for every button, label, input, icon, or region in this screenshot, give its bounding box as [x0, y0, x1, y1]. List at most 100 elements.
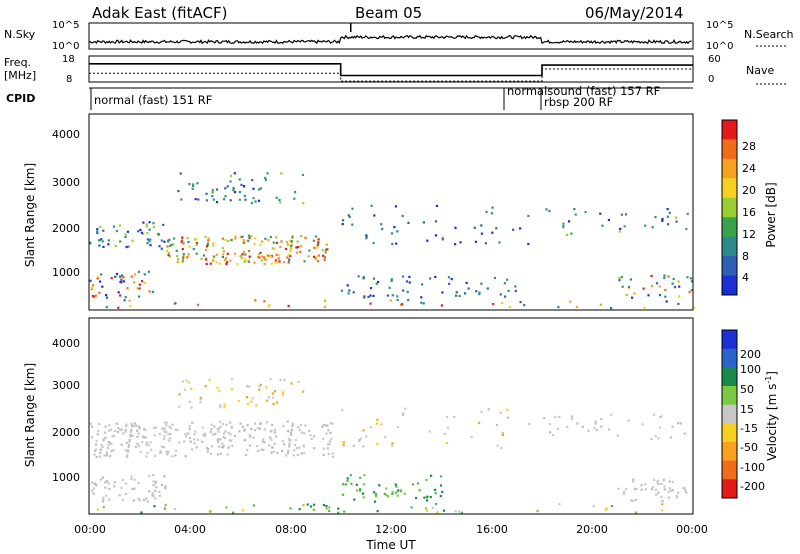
velocity-point — [149, 441, 152, 444]
velocity-point — [660, 415, 663, 418]
power-point — [234, 237, 237, 240]
velocity-point — [89, 422, 92, 425]
velocity-point — [658, 426, 661, 429]
power-point — [293, 197, 296, 200]
power-point — [380, 223, 383, 226]
velocity-point — [138, 425, 141, 428]
power-point — [421, 283, 424, 286]
velocity-point — [373, 500, 377, 503]
power-point — [186, 256, 189, 259]
power-point — [686, 276, 689, 279]
power-point — [264, 176, 267, 179]
power-point — [420, 301, 423, 304]
velocity-point — [154, 426, 157, 429]
velocity-point — [309, 505, 313, 508]
velocity-point — [291, 425, 294, 428]
power-point — [618, 277, 621, 280]
velocity-point — [660, 496, 663, 499]
velocity-point — [201, 440, 204, 443]
power-point — [227, 239, 230, 242]
velocity-point — [507, 416, 510, 419]
power-point — [692, 306, 695, 309]
power-point — [273, 247, 276, 250]
velocity-point — [243, 428, 246, 431]
velocity-point — [297, 380, 300, 384]
velocity-point — [137, 481, 140, 484]
velocity-point — [189, 440, 192, 443]
power-ytick-4000: 4000 — [52, 128, 80, 141]
velocity-point — [188, 437, 192, 440]
power-point — [125, 245, 128, 249]
velocity-point — [191, 421, 194, 424]
power-point — [205, 248, 208, 251]
power-point — [296, 246, 300, 249]
velocity-point — [290, 429, 293, 432]
power-point — [372, 294, 375, 297]
velocity-point — [126, 454, 129, 457]
power-point — [348, 289, 351, 292]
velocity-point — [286, 452, 289, 455]
velocity-point — [276, 451, 279, 455]
power-point — [503, 282, 506, 285]
velocity-point — [416, 482, 419, 485]
power-point — [278, 254, 281, 257]
velocity-point — [193, 442, 196, 445]
power-point — [191, 187, 194, 190]
velocity-point — [94, 448, 98, 451]
power-point — [263, 300, 266, 303]
velocity-point — [216, 453, 220, 456]
power-point — [179, 172, 182, 175]
velocity-point — [184, 455, 187, 458]
power-point — [136, 287, 139, 290]
power-point — [149, 238, 152, 241]
power-point — [447, 276, 450, 279]
power-point — [566, 233, 569, 236]
velocity-point — [300, 431, 303, 434]
velocity-point — [322, 503, 325, 507]
velocity-point — [632, 478, 635, 481]
power-point — [663, 274, 666, 277]
power-point — [216, 188, 219, 191]
velocity-point — [376, 442, 379, 445]
velocity-point — [365, 435, 368, 438]
power-point — [254, 237, 257, 240]
velocity-point — [121, 478, 124, 482]
velocity-point — [139, 451, 142, 454]
power-point — [239, 236, 242, 239]
velocity-point — [391, 442, 394, 445]
velocity-point — [424, 507, 428, 510]
power-cb-tick-4: 4 — [742, 271, 749, 284]
velocity-point — [425, 509, 429, 513]
velocity-point — [150, 448, 153, 451]
power-point — [391, 242, 394, 246]
velocity-point — [178, 405, 181, 408]
power-point — [304, 236, 307, 239]
velocity-point — [178, 393, 181, 396]
velocity-point — [403, 492, 406, 495]
power-point — [618, 279, 621, 282]
velocity-point — [214, 432, 217, 435]
power-point — [548, 210, 551, 213]
velocity-point — [289, 507, 292, 510]
power-point — [347, 292, 350, 295]
power-point — [394, 205, 397, 208]
power-point — [181, 260, 184, 263]
velocity-point — [593, 426, 596, 429]
velocity-point — [501, 433, 505, 437]
power-point — [145, 223, 148, 226]
power-point — [169, 244, 172, 247]
power-point — [492, 303, 495, 306]
power-point — [268, 304, 271, 307]
velocity-point — [103, 454, 106, 457]
power-point — [434, 275, 437, 278]
velocity-point — [248, 385, 251, 388]
power-point — [229, 180, 232, 183]
velocity-point — [418, 489, 421, 492]
velocity-point — [117, 427, 120, 430]
velocity-point — [113, 485, 116, 488]
power-point — [205, 245, 208, 248]
velocity-point — [221, 423, 224, 426]
power-point — [100, 273, 103, 276]
velocity-point — [137, 432, 140, 435]
power-colorbar-frame — [721, 119, 738, 296]
